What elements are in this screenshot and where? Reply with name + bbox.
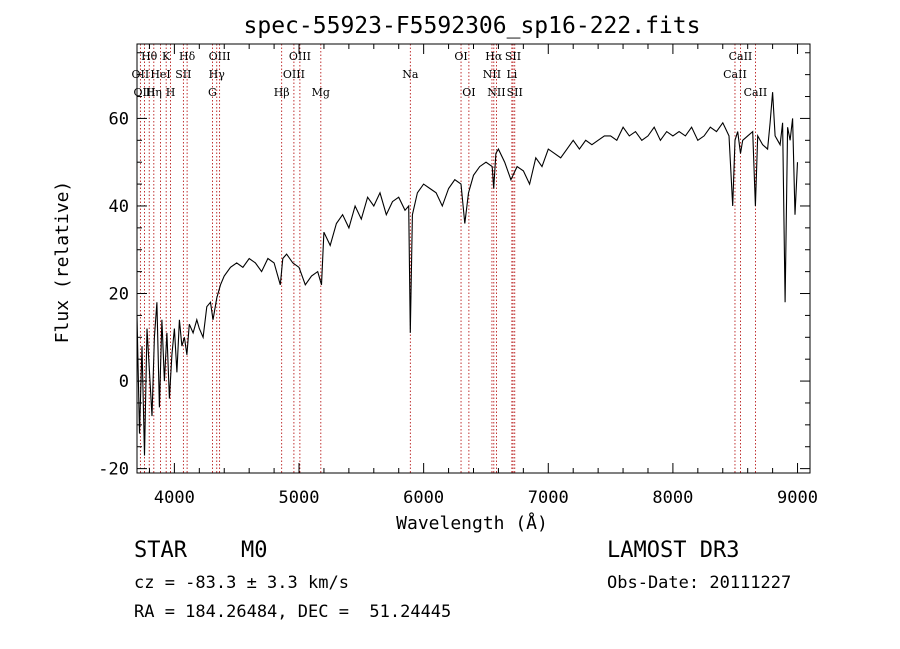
sky-coordinates: RA = 184.26484, DEC = 51.24445 [134,602,452,622]
marker-label-9: OIII [209,50,231,63]
marker-label-17: OI [454,50,467,63]
axis-tick-labels: 4000 5000 6000 7000 8000 9000 -20 0 20 40 60 [98,109,818,508]
marker-label-6: Hδ [179,50,196,63]
marker-label-12: OIII [289,50,311,63]
redshift-value: cz = -83.3 ± 3.3 km/s [134,573,349,593]
x-tick-label: 8000 [652,488,693,508]
marker-label-10: Hγ [209,68,226,81]
chart-title: spec-55923-F5592306_sp16-222.fits [244,13,701,39]
x-tick-label: 6000 [403,488,444,508]
marker-label-18: OI [462,86,475,99]
y-tick-label: 0 [119,372,129,392]
marker-label-16: Na [402,68,419,81]
x-tick-label: 7000 [528,488,569,508]
marker-label-5: Hη [146,86,162,99]
marker-label-23: Li [506,68,517,81]
marker-label-20: NII [483,68,501,81]
marker-label-2: OIII [133,86,155,99]
marker-label-27: CaII [744,86,768,99]
spectrum-line [136,92,799,456]
marker-label-25: CaII [729,50,753,63]
y-tick-label: 60 [109,109,129,129]
marker-label-14: Hβ [274,86,290,99]
object-type: STAR [134,538,187,563]
y-axis-label: Flux (relative) [52,181,73,344]
marker-label-22: SII [505,50,521,63]
marker-label-26: CaII [723,68,747,81]
plot-frame [136,43,811,474]
marker-label-19: Hα [485,50,503,63]
marker-label-8: H [166,86,176,99]
x-axis-label: Wavelength (Å) [396,512,548,534]
marker-label-24: SII [507,86,523,99]
x-tick-label: 9000 [777,488,818,508]
survey-name: LAMOST DR3 [607,538,740,563]
x-tick-label: 4000 [154,488,195,508]
marker-label-7: SII [175,68,191,81]
y-tick-label: 40 [109,197,129,217]
marker-label-4: HeI [150,68,170,81]
line-markers [139,44,756,473]
y-tick-label: -20 [98,460,129,480]
marker-label-15: Mg [312,86,330,99]
marker-label-0: Hθ [141,50,158,63]
marker-label-11: G [208,86,217,99]
y-tick-label: 20 [109,285,129,305]
axis-ticks [137,44,810,473]
x-tick-label: 5000 [279,488,320,508]
marker-label-3: K [162,50,171,63]
marker-label-21: NII [487,86,505,99]
marker-label-13: OIII [283,68,305,81]
observation-date: Obs-Date: 20111227 [607,573,792,593]
object-subclass: M0 [241,538,268,563]
